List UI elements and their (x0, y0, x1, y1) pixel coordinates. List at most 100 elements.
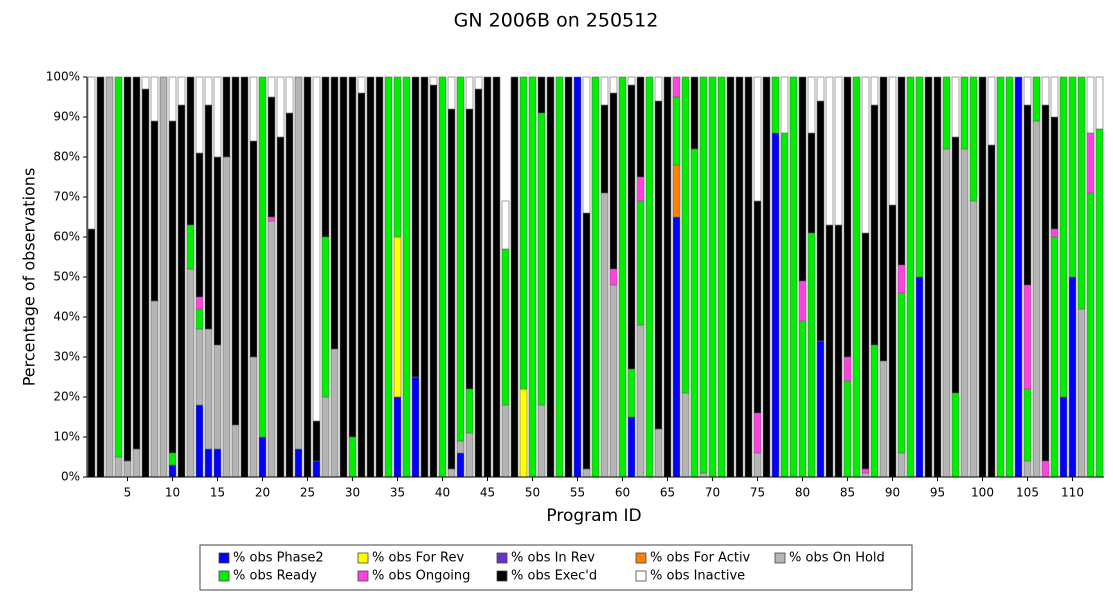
bar-segment (456, 452, 465, 478)
bar-segment (636, 200, 645, 326)
bar-segment (168, 76, 177, 122)
bar-segment (1059, 76, 1068, 398)
bar-segment (897, 264, 906, 294)
legend-swatch (218, 552, 230, 564)
bar-segment (951, 76, 960, 138)
bar-segment (321, 76, 330, 238)
bar-segment (159, 76, 168, 478)
bar-segment (1068, 76, 1077, 278)
bar-segment (312, 420, 321, 462)
bar-segment (258, 76, 267, 438)
bar-segment (843, 76, 852, 358)
bar-segment (591, 76, 600, 478)
bar-segment (915, 276, 924, 478)
bar-segment (681, 392, 690, 478)
bar-segment (294, 448, 303, 478)
bar-segment (195, 404, 204, 478)
x-tick-label: 95 (930, 486, 945, 500)
bar-segment (465, 432, 474, 478)
bar-segment (717, 76, 726, 478)
bar-segment (1077, 76, 1086, 310)
bar-segment (195, 308, 204, 330)
bar-segment (726, 76, 735, 478)
bar-segment (195, 296, 204, 310)
bar-segment (825, 224, 834, 478)
x-tick-label: 70 (705, 486, 720, 500)
bar-segment (870, 104, 879, 346)
legend-swatch (357, 570, 369, 582)
bar-segment (753, 452, 762, 478)
bar-segment (879, 76, 888, 362)
bar-segment (240, 76, 249, 478)
chart-title: GN 2006B on 250512 (454, 10, 659, 32)
x-tick-label: 65 (660, 486, 675, 500)
bar-segment (879, 360, 888, 478)
legend-label: % obs Ongoing (372, 569, 470, 584)
bar-segment (1023, 104, 1032, 286)
bar-segment (438, 76, 447, 478)
y-tick-label: 90% (53, 110, 80, 124)
bar-segment (672, 164, 681, 218)
bar-segment (663, 76, 672, 478)
bar-segment (1032, 76, 1041, 122)
bar-segment (906, 76, 915, 478)
bar-segment (1041, 460, 1050, 478)
bar-segment (951, 136, 960, 394)
x-axis-label: Program ID (546, 506, 641, 526)
bar-segment (1086, 132, 1095, 194)
bar-segment (501, 404, 510, 478)
bar-segment (186, 76, 195, 226)
y-tick-label: 40% (53, 310, 80, 324)
bar-segment (249, 76, 258, 142)
bar-segment (249, 140, 258, 358)
y-tick-label: 70% (53, 190, 80, 204)
bar-segment (456, 76, 465, 442)
bar-segment (1086, 192, 1095, 478)
bar-segment (411, 376, 420, 478)
bar-segment (888, 76, 897, 206)
bar-segment (366, 76, 375, 478)
bar-segment (393, 76, 402, 238)
y-tick-label: 10% (53, 430, 80, 444)
bar-segment (1041, 104, 1050, 462)
bar-segment (195, 152, 204, 298)
bar-segment (627, 76, 636, 86)
bar-segment (798, 280, 807, 322)
x-tick-label: 105 (1016, 486, 1039, 500)
bar-segment (645, 76, 654, 478)
bar-segment (375, 76, 384, 478)
legend-label: % obs Exec'd (511, 569, 597, 584)
bar-segment (1032, 120, 1041, 478)
bar-segment (609, 92, 618, 270)
bar-segment (150, 76, 159, 122)
bar-segment (1023, 388, 1032, 462)
bar-segment (402, 76, 411, 478)
bar-segment (1050, 76, 1059, 118)
bar-segment (546, 76, 555, 478)
bar-segment (582, 76, 591, 214)
bar-segment (1086, 76, 1095, 134)
bar-segment (204, 448, 213, 478)
bar-segment (762, 76, 771, 478)
bar-segment (132, 76, 141, 450)
bar-segment (267, 96, 276, 218)
bar-segment (600, 192, 609, 478)
bar-segment (258, 436, 267, 478)
y-axis-label: Percentage of observations (20, 168, 39, 387)
bar-segment (870, 344, 879, 478)
bar-segment (933, 76, 942, 478)
bar-segment (870, 76, 879, 106)
bar-segment (681, 76, 690, 394)
bar-segment (168, 452, 177, 466)
bar-segment (114, 76, 123, 458)
bar-segment (411, 76, 420, 378)
bar-segment (231, 76, 240, 426)
bar-segment (267, 220, 276, 478)
bar-segment (843, 380, 852, 478)
bar-segment (987, 76, 996, 146)
bar-segment (654, 76, 663, 102)
bar-segment (168, 464, 177, 478)
x-tick-label: 10 (165, 486, 180, 500)
bar-segment (1059, 396, 1068, 478)
bar-segment (429, 76, 438, 86)
